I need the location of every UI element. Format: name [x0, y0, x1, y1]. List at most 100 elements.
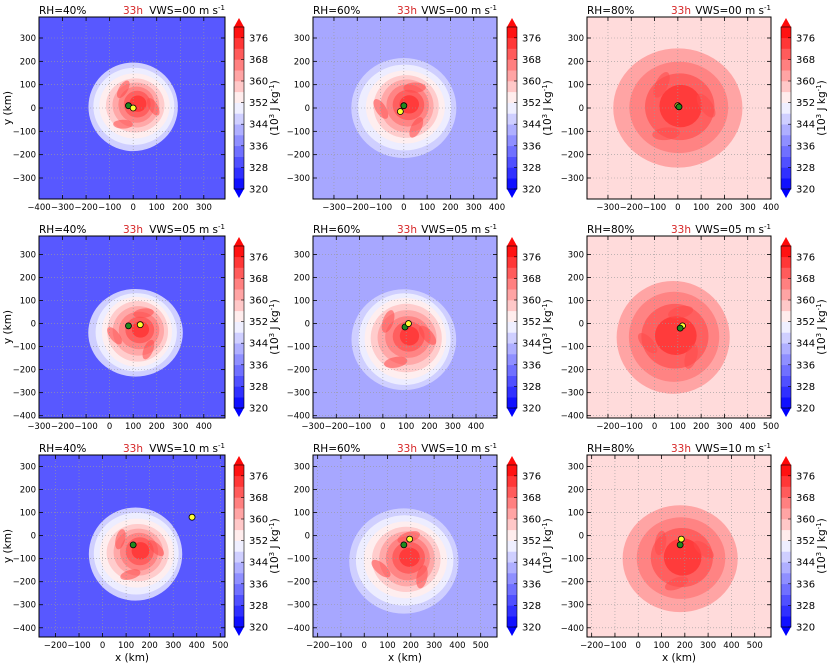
panel-rh-label: RH=60%: [313, 224, 360, 236]
colorbar-tick-label: 336: [249, 579, 268, 590]
colorbar-tick-label: 328: [522, 601, 541, 612]
heatmap-band: [399, 326, 420, 346]
x-tick-label: 200: [421, 422, 437, 432]
colorbar-extend-top: [781, 237, 791, 246]
colorbar-tick-label: 344: [522, 558, 541, 569]
colorbar-tick-label: 376: [522, 471, 541, 482]
colorbar-segment: [781, 529, 791, 541]
colorbar-extend-bottom: [507, 189, 517, 198]
colorbar-tick-label: 328: [796, 601, 815, 612]
y-tick-label: −400: [13, 412, 36, 422]
colorbar-segment: [234, 386, 244, 398]
colorbar-tick-label: 320: [796, 623, 815, 634]
colorbar: 320 328 336 344 352 360 368 376 (103 J kg-1): [780, 237, 828, 417]
y-tick-label: 200: [568, 57, 584, 67]
panel-rh-label: RH=60%: [313, 5, 360, 17]
x-tick-label: 500: [212, 641, 228, 651]
y-tick-label: −300: [13, 601, 36, 611]
y-tick-label: −300: [287, 601, 310, 611]
x-tick-label: 500: [763, 422, 779, 432]
colorbar-tick-label: 360: [522, 515, 541, 526]
panel-vws-label: VWS=05 m s-1: [695, 223, 771, 236]
colorbar-segment: [507, 343, 517, 355]
colorbar-tick-label: 360: [522, 296, 541, 307]
panel-vws-label: VWS=10 m s-1: [695, 442, 771, 455]
colorbar-segment: [234, 48, 244, 60]
colorbar-tick-label: 336: [522, 141, 541, 152]
x-tick-label: −300: [322, 203, 345, 213]
y-tick-label: 0: [305, 320, 310, 330]
y-tick-label: 0: [305, 104, 310, 114]
colorbar-segment: [781, 37, 791, 49]
panel-7: −200 −100 0 100 200 300 400 500−400−300−200−100…: [2, 442, 281, 664]
y-tick-label: −400: [287, 624, 310, 634]
colorbar-segment: [781, 70, 791, 82]
colorbar-segment: [781, 519, 791, 531]
colorbar-segment: [234, 321, 244, 333]
colorbar-segment: [781, 386, 791, 398]
colorbar-segment: [507, 246, 517, 258]
colorbar-extend-bottom: [507, 408, 517, 417]
colorbar-segment: [781, 48, 791, 60]
panel-rh-label: RH=40%: [39, 5, 86, 17]
colorbar-tick-label: 360: [522, 77, 541, 88]
axes-frame: [586, 235, 772, 419]
colorbar-extend-top: [234, 237, 244, 246]
y-tick-label: 0: [31, 532, 36, 542]
colorbar: 320 328 336 344 352 360 368 376 (103 J kg-1): [233, 456, 281, 636]
colorbar-segment: [781, 278, 791, 290]
colorbar-segment: [781, 332, 791, 344]
colorbar-segment: [507, 497, 517, 509]
colorbar-segment: [234, 124, 244, 136]
colorbar-segment: [781, 354, 791, 366]
panel-time-label: 33h: [671, 224, 691, 236]
x-tick-label: 300: [716, 422, 732, 432]
y-tick-label: 100: [20, 81, 36, 91]
colorbar-segment: [781, 573, 791, 585]
colorbar-tick-label: 352: [522, 317, 541, 328]
colorbar-segment: [234, 267, 244, 279]
colorbar-segment: [507, 289, 517, 301]
y-tick-label: 300: [20, 250, 36, 260]
colorbar-segment: [507, 583, 517, 595]
colorbar-segment: [234, 475, 244, 487]
x-axis-label: x (km): [388, 652, 422, 664]
x-tick-label: −100: [369, 203, 392, 213]
y-tick-label: −300: [13, 174, 36, 184]
colorbar-segment: [781, 81, 791, 93]
colorbar-segment: [507, 300, 517, 312]
colorbar-tick-label: 320: [796, 185, 815, 196]
colorbar-extend-top: [781, 18, 791, 27]
colorbar-segment: [507, 386, 517, 398]
y-tick-label: −200: [287, 578, 310, 588]
storm-center-marker-center_a: [400, 102, 408, 110]
colorbar-tick-label: 336: [522, 579, 541, 590]
y-tick-label: −400: [13, 624, 36, 634]
y-tick-label: 0: [305, 532, 310, 542]
y-tick-label: 300: [568, 34, 584, 44]
axes-frame: [38, 454, 226, 638]
colorbar-tick-label: 320: [249, 404, 268, 415]
colorbar-extend-top: [234, 18, 244, 27]
y-tick-label: 100: [294, 81, 310, 91]
x-tick-label: −100: [329, 641, 352, 651]
colorbar-segment: [234, 178, 244, 190]
panel-time-label: 33h: [671, 443, 691, 455]
panel-time-label: 33h: [671, 5, 691, 17]
y-tick-label: −400: [561, 412, 584, 422]
colorbar-extend-top: [507, 456, 517, 465]
y-tick-label: −300: [561, 389, 584, 399]
colorbar-label: (103 J kg-1): [815, 518, 828, 574]
panel-1: −400 −300 −200 −100 0 100 200 300−300−200−10001…: [2, 4, 281, 213]
x-tick-label: 100: [419, 203, 435, 213]
colorbar-segment: [507, 135, 517, 147]
x-tick-label: −200: [580, 641, 603, 651]
colorbar-segment: [507, 605, 517, 617]
colorbar-segment: [234, 102, 244, 114]
colorbar-segment: [507, 375, 517, 387]
x-tick-label: −400: [27, 203, 50, 213]
colorbar-segment: [507, 519, 517, 531]
colorbar-tick-label: 352: [796, 536, 815, 547]
x-tick-label: 400: [189, 641, 205, 651]
panel-vws-label: VWS=05 m s-1: [421, 223, 497, 236]
